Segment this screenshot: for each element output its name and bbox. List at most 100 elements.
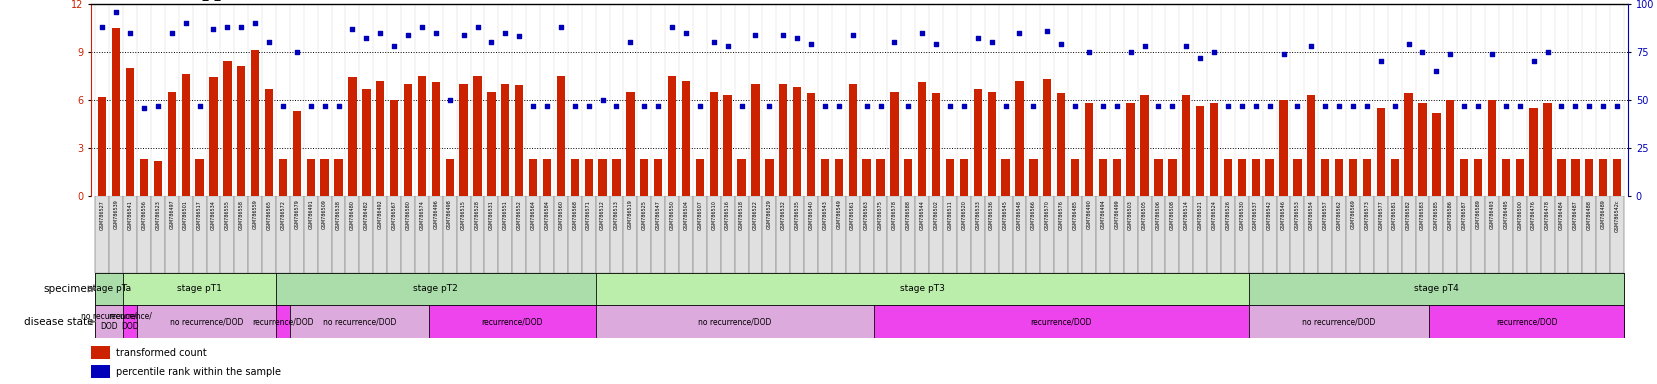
Bar <box>553 196 567 273</box>
Text: GSM786572: GSM786572 <box>280 200 285 230</box>
Bar <box>348 78 356 196</box>
Text: GSM786529: GSM786529 <box>767 200 772 229</box>
Text: no recurrence/DOD: no recurrence/DOD <box>1302 317 1375 326</box>
Bar <box>500 84 509 196</box>
Bar <box>167 92 176 196</box>
Text: GSM786513: GSM786513 <box>613 200 618 230</box>
Text: GSM786523: GSM786523 <box>156 200 161 230</box>
Bar <box>1236 159 1246 196</box>
Bar <box>944 159 953 196</box>
Bar <box>1400 196 1415 273</box>
Bar <box>1498 196 1511 273</box>
Point <box>1117 49 1143 55</box>
Bar <box>807 93 815 196</box>
Text: GSM786578: GSM786578 <box>891 200 896 230</box>
Bar <box>96 305 123 338</box>
Point <box>575 103 601 109</box>
Point <box>686 103 713 109</box>
Bar <box>138 196 151 273</box>
Point <box>116 30 143 36</box>
Bar <box>918 82 926 196</box>
Bar <box>1210 103 1218 196</box>
Bar <box>303 196 318 273</box>
Bar <box>1581 196 1596 273</box>
Text: GSM786538: GSM786538 <box>336 200 341 230</box>
Bar <box>595 196 610 273</box>
Point <box>214 24 240 30</box>
Bar <box>1304 196 1317 273</box>
Bar <box>1039 196 1054 273</box>
Bar <box>1501 159 1510 196</box>
Bar <box>636 196 651 273</box>
Text: GSM786508: GSM786508 <box>1170 200 1175 230</box>
Bar <box>722 95 731 196</box>
Text: GSM786502: GSM786502 <box>933 200 938 230</box>
Point <box>1478 51 1505 57</box>
Point <box>603 103 630 109</box>
Bar <box>664 196 679 273</box>
Bar <box>360 196 373 273</box>
Bar <box>1181 95 1190 196</box>
Bar <box>442 196 456 273</box>
Bar <box>1432 113 1440 196</box>
Text: GSM786495: GSM786495 <box>1503 200 1508 229</box>
Text: GSM786517: GSM786517 <box>197 200 202 230</box>
Text: GSM786536: GSM786536 <box>989 200 994 230</box>
Bar <box>595 273 1248 305</box>
Bar <box>779 84 787 196</box>
Bar <box>1349 159 1357 196</box>
Point <box>964 35 991 41</box>
Text: percentile rank within the sample: percentile rank within the sample <box>116 367 280 377</box>
Point <box>1130 43 1157 49</box>
Text: GSM786516: GSM786516 <box>724 200 729 230</box>
Point <box>186 103 212 109</box>
Bar <box>1375 108 1384 196</box>
Text: GSM786560: GSM786560 <box>558 200 563 230</box>
Point <box>1075 49 1102 55</box>
Bar <box>113 28 121 196</box>
Text: GSM786518: GSM786518 <box>739 200 744 230</box>
Text: GSM786496: GSM786496 <box>432 200 437 229</box>
Point <box>505 33 532 40</box>
Point <box>103 8 129 15</box>
Bar <box>626 92 635 196</box>
Bar <box>959 159 968 196</box>
Point <box>825 103 852 109</box>
Text: GSM786521: GSM786521 <box>1196 200 1201 230</box>
Bar <box>471 196 484 273</box>
Text: GSM786476: GSM786476 <box>1529 200 1536 230</box>
Point <box>949 103 976 109</box>
Point <box>366 30 393 36</box>
Bar <box>388 196 401 273</box>
Text: GSM786539: GSM786539 <box>114 200 119 229</box>
Bar <box>234 196 249 273</box>
Bar <box>515 86 524 196</box>
Text: GSM786545: GSM786545 <box>1002 200 1007 230</box>
Point <box>1089 103 1115 109</box>
Point <box>325 103 351 109</box>
Point <box>673 30 699 36</box>
Point <box>89 24 116 30</box>
Bar <box>1457 196 1470 273</box>
Text: GSM786543: GSM786543 <box>822 200 827 230</box>
Text: GSM786525: GSM786525 <box>641 200 646 230</box>
Bar <box>540 196 553 273</box>
Bar <box>1485 196 1498 273</box>
Point <box>408 24 434 30</box>
Bar <box>196 159 204 196</box>
Point <box>658 24 684 30</box>
Point <box>1200 49 1226 55</box>
Point <box>436 97 462 103</box>
Bar <box>278 159 287 196</box>
Point <box>1602 103 1629 109</box>
Text: GSM786522: GSM786522 <box>752 200 757 230</box>
Text: GSM786581: GSM786581 <box>1392 200 1397 230</box>
Bar <box>668 76 676 196</box>
Point <box>131 104 157 111</box>
Bar <box>290 196 303 273</box>
Text: GSM786567: GSM786567 <box>391 200 396 230</box>
Text: GSM786564: GSM786564 <box>530 200 535 230</box>
Bar <box>901 196 915 273</box>
Point <box>1060 103 1087 109</box>
Bar <box>1168 159 1176 196</box>
